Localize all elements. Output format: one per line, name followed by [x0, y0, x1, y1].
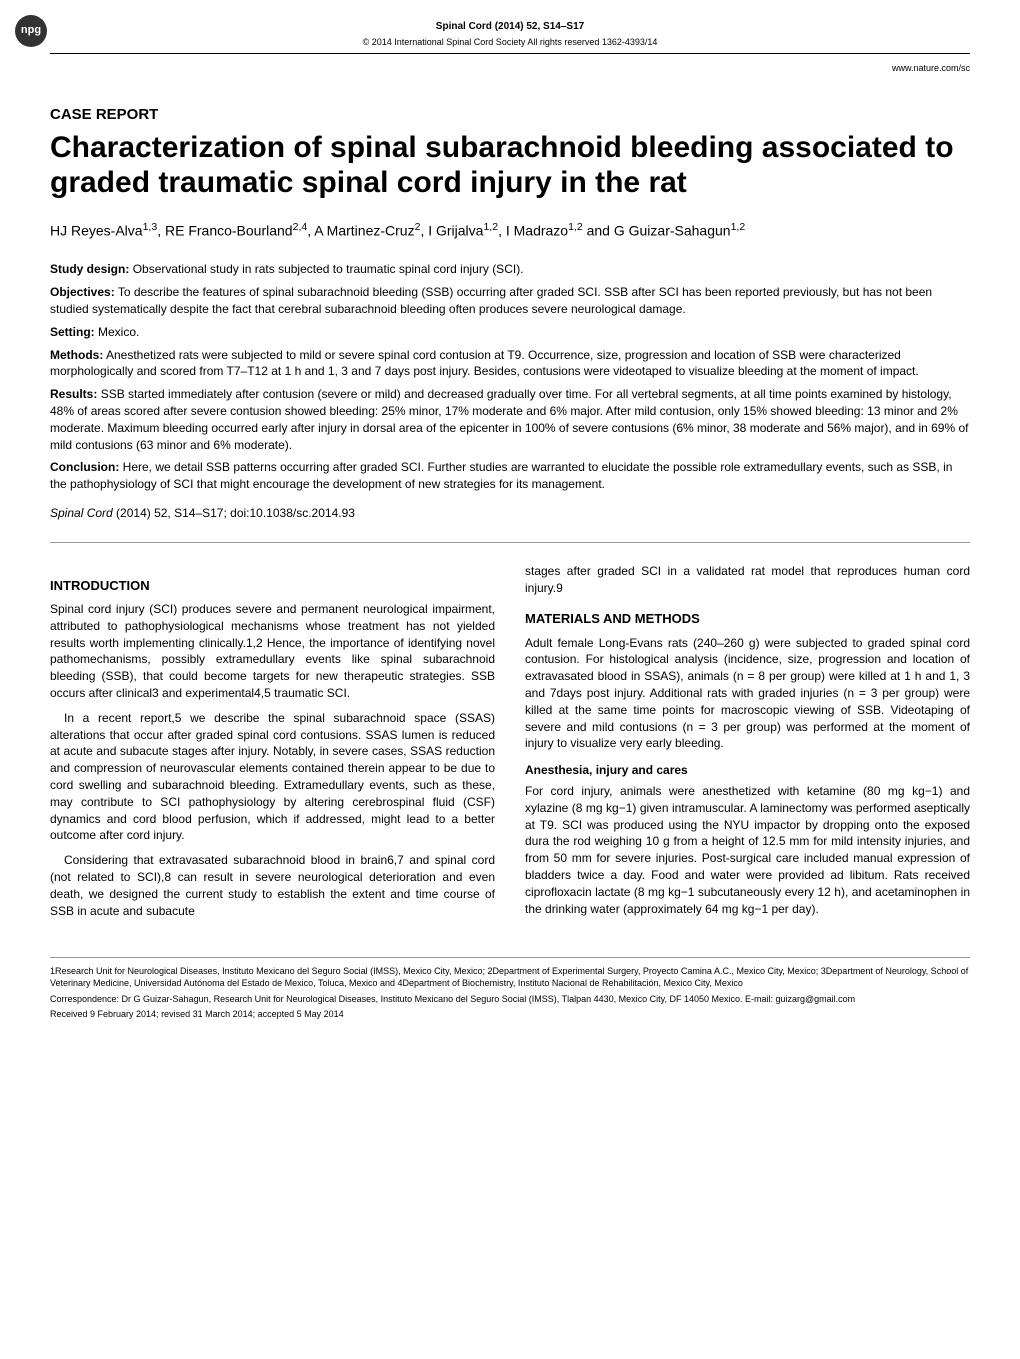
affiliations: 1Research Unit for Neurological Diseases… [50, 966, 970, 989]
introduction-p3: Considering that extravasated subarachno… [50, 852, 495, 919]
abstract-study-design: Study design: Observational study in rat… [50, 261, 970, 278]
methods-text: Anesthetized rats were subjected to mild… [50, 348, 919, 379]
introduction-p1: Spinal cord injury (SCI) produces severe… [50, 601, 495, 702]
received-dates: Received 9 February 2014; revised 31 Mar… [50, 1009, 970, 1021]
footer: 1Research Unit for Neurological Diseases… [50, 957, 970, 1021]
study-design-text: Observational study in rats subjected to… [133, 262, 524, 276]
introduction-p4: stages after graded SCI in a validated r… [525, 563, 970, 597]
correspondence: Correspondence: Dr G Guizar-Sahagun, Res… [50, 994, 970, 1006]
citation-year-vol: (2014) 52, [116, 506, 171, 520]
introduction-p2: In a recent report,5 we describe the spi… [50, 710, 495, 844]
section-divider [50, 542, 970, 543]
page-container: Spinal Cord (2014) 52, S14–S17 © 2014 In… [0, 0, 1020, 1045]
body-columns: INTRODUCTION Spinal cord injury (SCI) pr… [50, 563, 970, 928]
study-design-label: Study design: [50, 262, 129, 276]
conclusion-text: Here, we detail SSB patterns occurring a… [50, 460, 952, 491]
abstract-setting: Setting: Mexico. [50, 324, 970, 341]
header-rule [50, 53, 970, 54]
publisher-badge: npg [15, 15, 47, 47]
introduction-body: Spinal cord injury (SCI) produces severe… [50, 601, 495, 919]
left-column: INTRODUCTION Spinal cord injury (SCI) pr… [50, 563, 495, 928]
journal-citation: Spinal Cord (2014) 52, S14–S17 [50, 20, 970, 34]
introduction-heading: INTRODUCTION [50, 577, 495, 595]
results-label: Results: [50, 387, 97, 401]
copyright: © 2014 International Spinal Cord Society… [50, 36, 970, 49]
abstract: Study design: Observational study in rat… [50, 261, 970, 521]
article-title: Characterization of spinal subarachnoid … [50, 131, 970, 200]
anesthesia-body: For cord injury, animals were anesthetiz… [525, 783, 970, 917]
materials-p1: Adult female Long-Evans rats (240–260 g)… [525, 635, 970, 753]
materials-body: Adult female Long-Evans rats (240–260 g)… [525, 635, 970, 753]
citation: Spinal Cord (2014) 52, S14–S17; doi:10.1… [50, 505, 970, 522]
citation-doi: doi:10.1038/sc.2014.93 [230, 506, 355, 520]
authors: HJ Reyes-Alva1,3, RE Franco-Bourland2,4,… [50, 220, 970, 241]
anesthesia-p1: For cord injury, animals were anesthetiz… [525, 783, 970, 917]
objectives-text: To describe the features of spinal subar… [50, 285, 932, 316]
abstract-methods: Methods: Anesthetized rats were subjecte… [50, 347, 970, 381]
journal-url: www.nature.com/sc [50, 62, 970, 75]
setting-text: Mexico. [98, 325, 139, 339]
introduction-continued: stages after graded SCI in a validated r… [525, 563, 970, 597]
abstract-results: Results: SSB started immediately after c… [50, 386, 970, 453]
article-type: CASE REPORT [50, 104, 970, 125]
header: Spinal Cord (2014) 52, S14–S17 © 2014 In… [50, 20, 970, 54]
abstract-objectives: Objectives: To describe the features of … [50, 284, 970, 318]
right-column: stages after graded SCI in a validated r… [525, 563, 970, 928]
conclusion-label: Conclusion: [50, 460, 119, 474]
objectives-label: Objectives: [50, 285, 115, 299]
materials-heading: MATERIALS AND METHODS [525, 610, 970, 628]
anesthesia-heading: Anesthesia, injury and cares [525, 762, 970, 779]
setting-label: Setting: [50, 325, 95, 339]
methods-label: Methods: [50, 348, 103, 362]
results-text: SSB started immediately after contusion … [50, 387, 969, 451]
citation-pages: S14–S17; [174, 506, 227, 520]
abstract-conclusion: Conclusion: Here, we detail SSB patterns… [50, 459, 970, 493]
citation-journal: Spinal Cord [50, 506, 113, 520]
